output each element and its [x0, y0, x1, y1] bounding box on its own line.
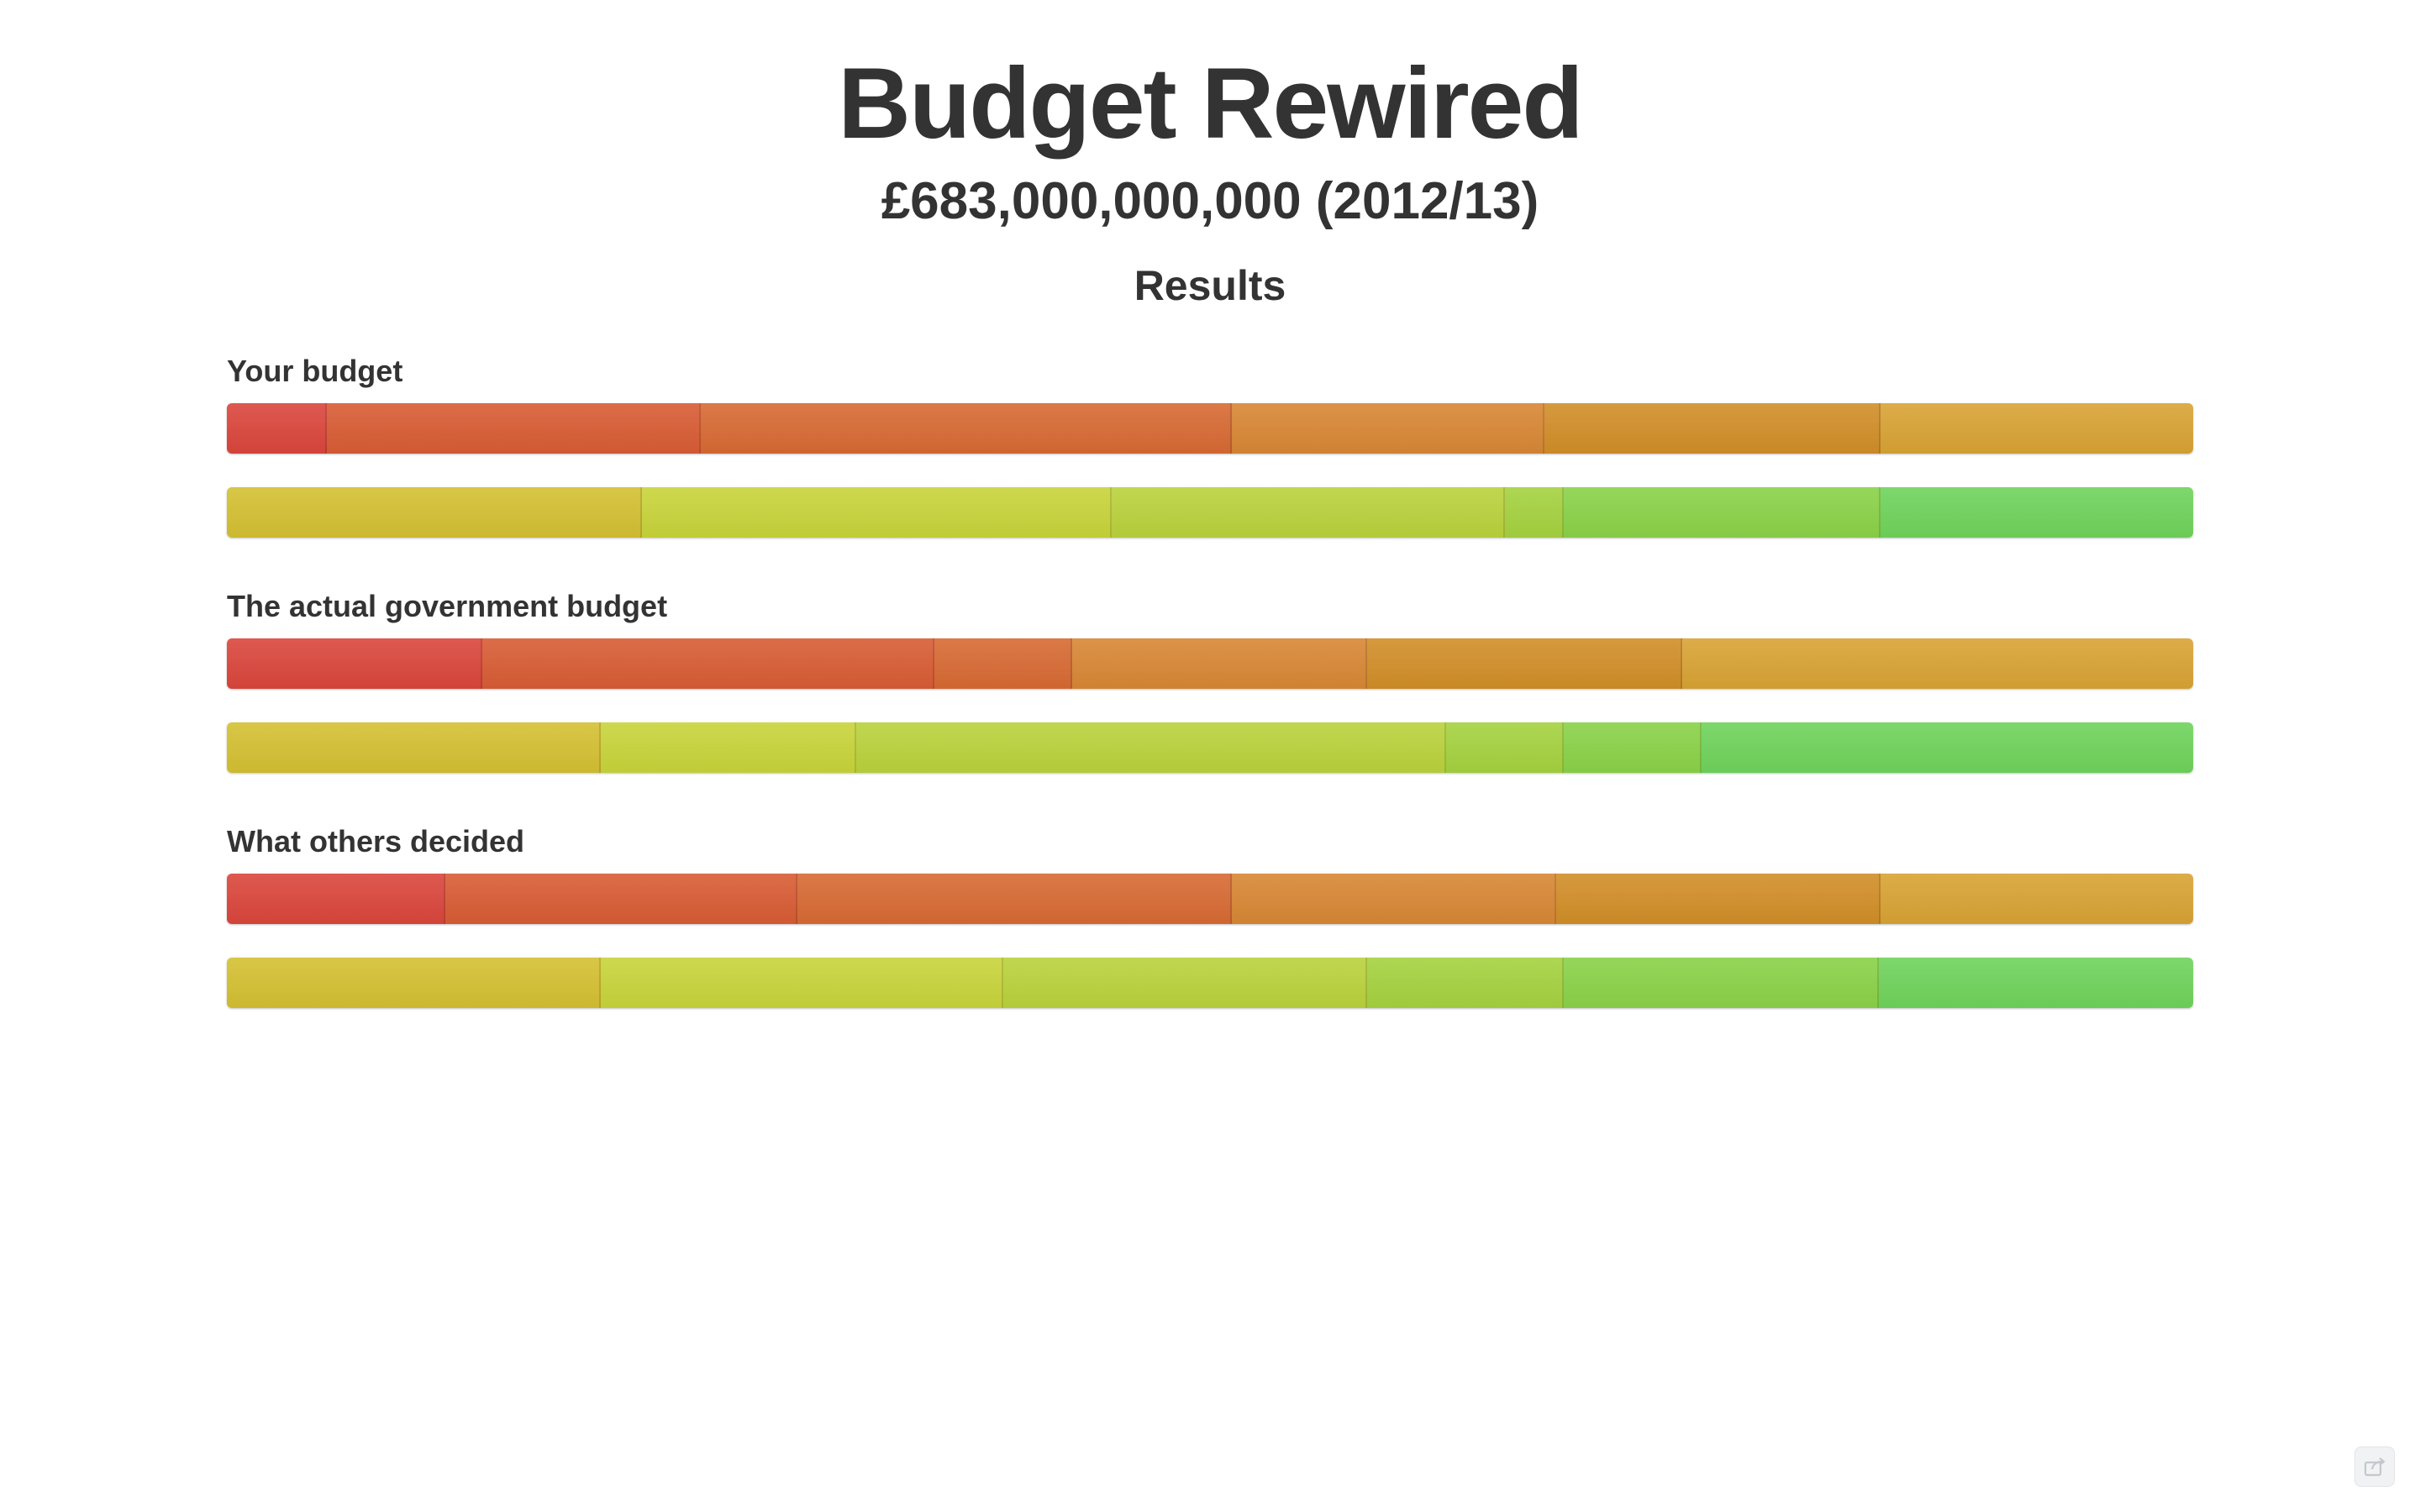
bar-segment[interactable] [1445, 722, 1565, 773]
bar-segment[interactable] [1555, 874, 1881, 924]
results-heading: Results [1134, 262, 1286, 309]
bar-segment[interactable] [1564, 487, 1881, 538]
bar-segment[interactable] [1880, 874, 2193, 924]
actual-budget-bar-2 [227, 722, 2193, 773]
section-label-your-budget: Your budget [227, 354, 403, 388]
section-label-actual-budget: The actual government budget [227, 589, 668, 623]
bar-segment[interactable] [1231, 874, 1556, 924]
actual-budget-bar-1 [227, 638, 2193, 689]
page-title: Budget Rewired [838, 47, 1583, 160]
your-budget-bar-1 [227, 403, 2193, 454]
bar-segment[interactable] [1544, 403, 1881, 454]
bar-segment[interactable] [1880, 487, 2193, 538]
your-budget-bar-2 [227, 487, 2193, 538]
bar-segment[interactable] [227, 487, 642, 538]
bar-segment[interactable] [227, 638, 483, 689]
section-label-others-decided: What others decided [227, 824, 525, 858]
bar-segment[interactable] [482, 638, 935, 689]
bar-segment[interactable] [1504, 487, 1565, 538]
bar-segment[interactable] [327, 403, 701, 454]
bar-segment[interactable] [1880, 403, 2193, 454]
bar-segment[interactable] [600, 722, 856, 773]
bar-segment[interactable] [227, 958, 601, 1008]
bar-segment[interactable] [1701, 722, 2193, 773]
bar-segment[interactable] [934, 638, 1073, 689]
bar-segment[interactable] [641, 487, 1112, 538]
budget-total: £683,000,000,000 (2012/13) [881, 172, 1539, 230]
bar-segment[interactable] [227, 874, 445, 924]
bar-segment[interactable] [1367, 958, 1565, 1008]
bar-segment[interactable] [600, 958, 1004, 1008]
bar-segment[interactable] [700, 403, 1232, 454]
bar-segment[interactable] [1878, 958, 2193, 1008]
bar-segment[interactable] [855, 722, 1446, 773]
bar-segment[interactable] [227, 722, 601, 773]
bar-segment[interactable] [1111, 487, 1505, 538]
bar-segment[interactable] [1564, 722, 1702, 773]
bar-segment[interactable] [1003, 958, 1368, 1008]
others-decided-bar-1 [227, 874, 2193, 924]
others-decided-bar-2 [227, 958, 2193, 1008]
bar-segment[interactable] [227, 403, 328, 454]
bar-segment[interactable] [1367, 638, 1682, 689]
bar-segment[interactable] [1681, 638, 2193, 689]
share-icon [2364, 1457, 2386, 1477]
bar-segment[interactable] [1231, 403, 1544, 454]
bar-segment[interactable] [1564, 958, 1879, 1008]
bar-segment[interactable] [797, 874, 1232, 924]
bar-segment[interactable] [445, 874, 797, 924]
bar-segment[interactable] [1072, 638, 1368, 689]
share-button[interactable] [2354, 1446, 2395, 1487]
